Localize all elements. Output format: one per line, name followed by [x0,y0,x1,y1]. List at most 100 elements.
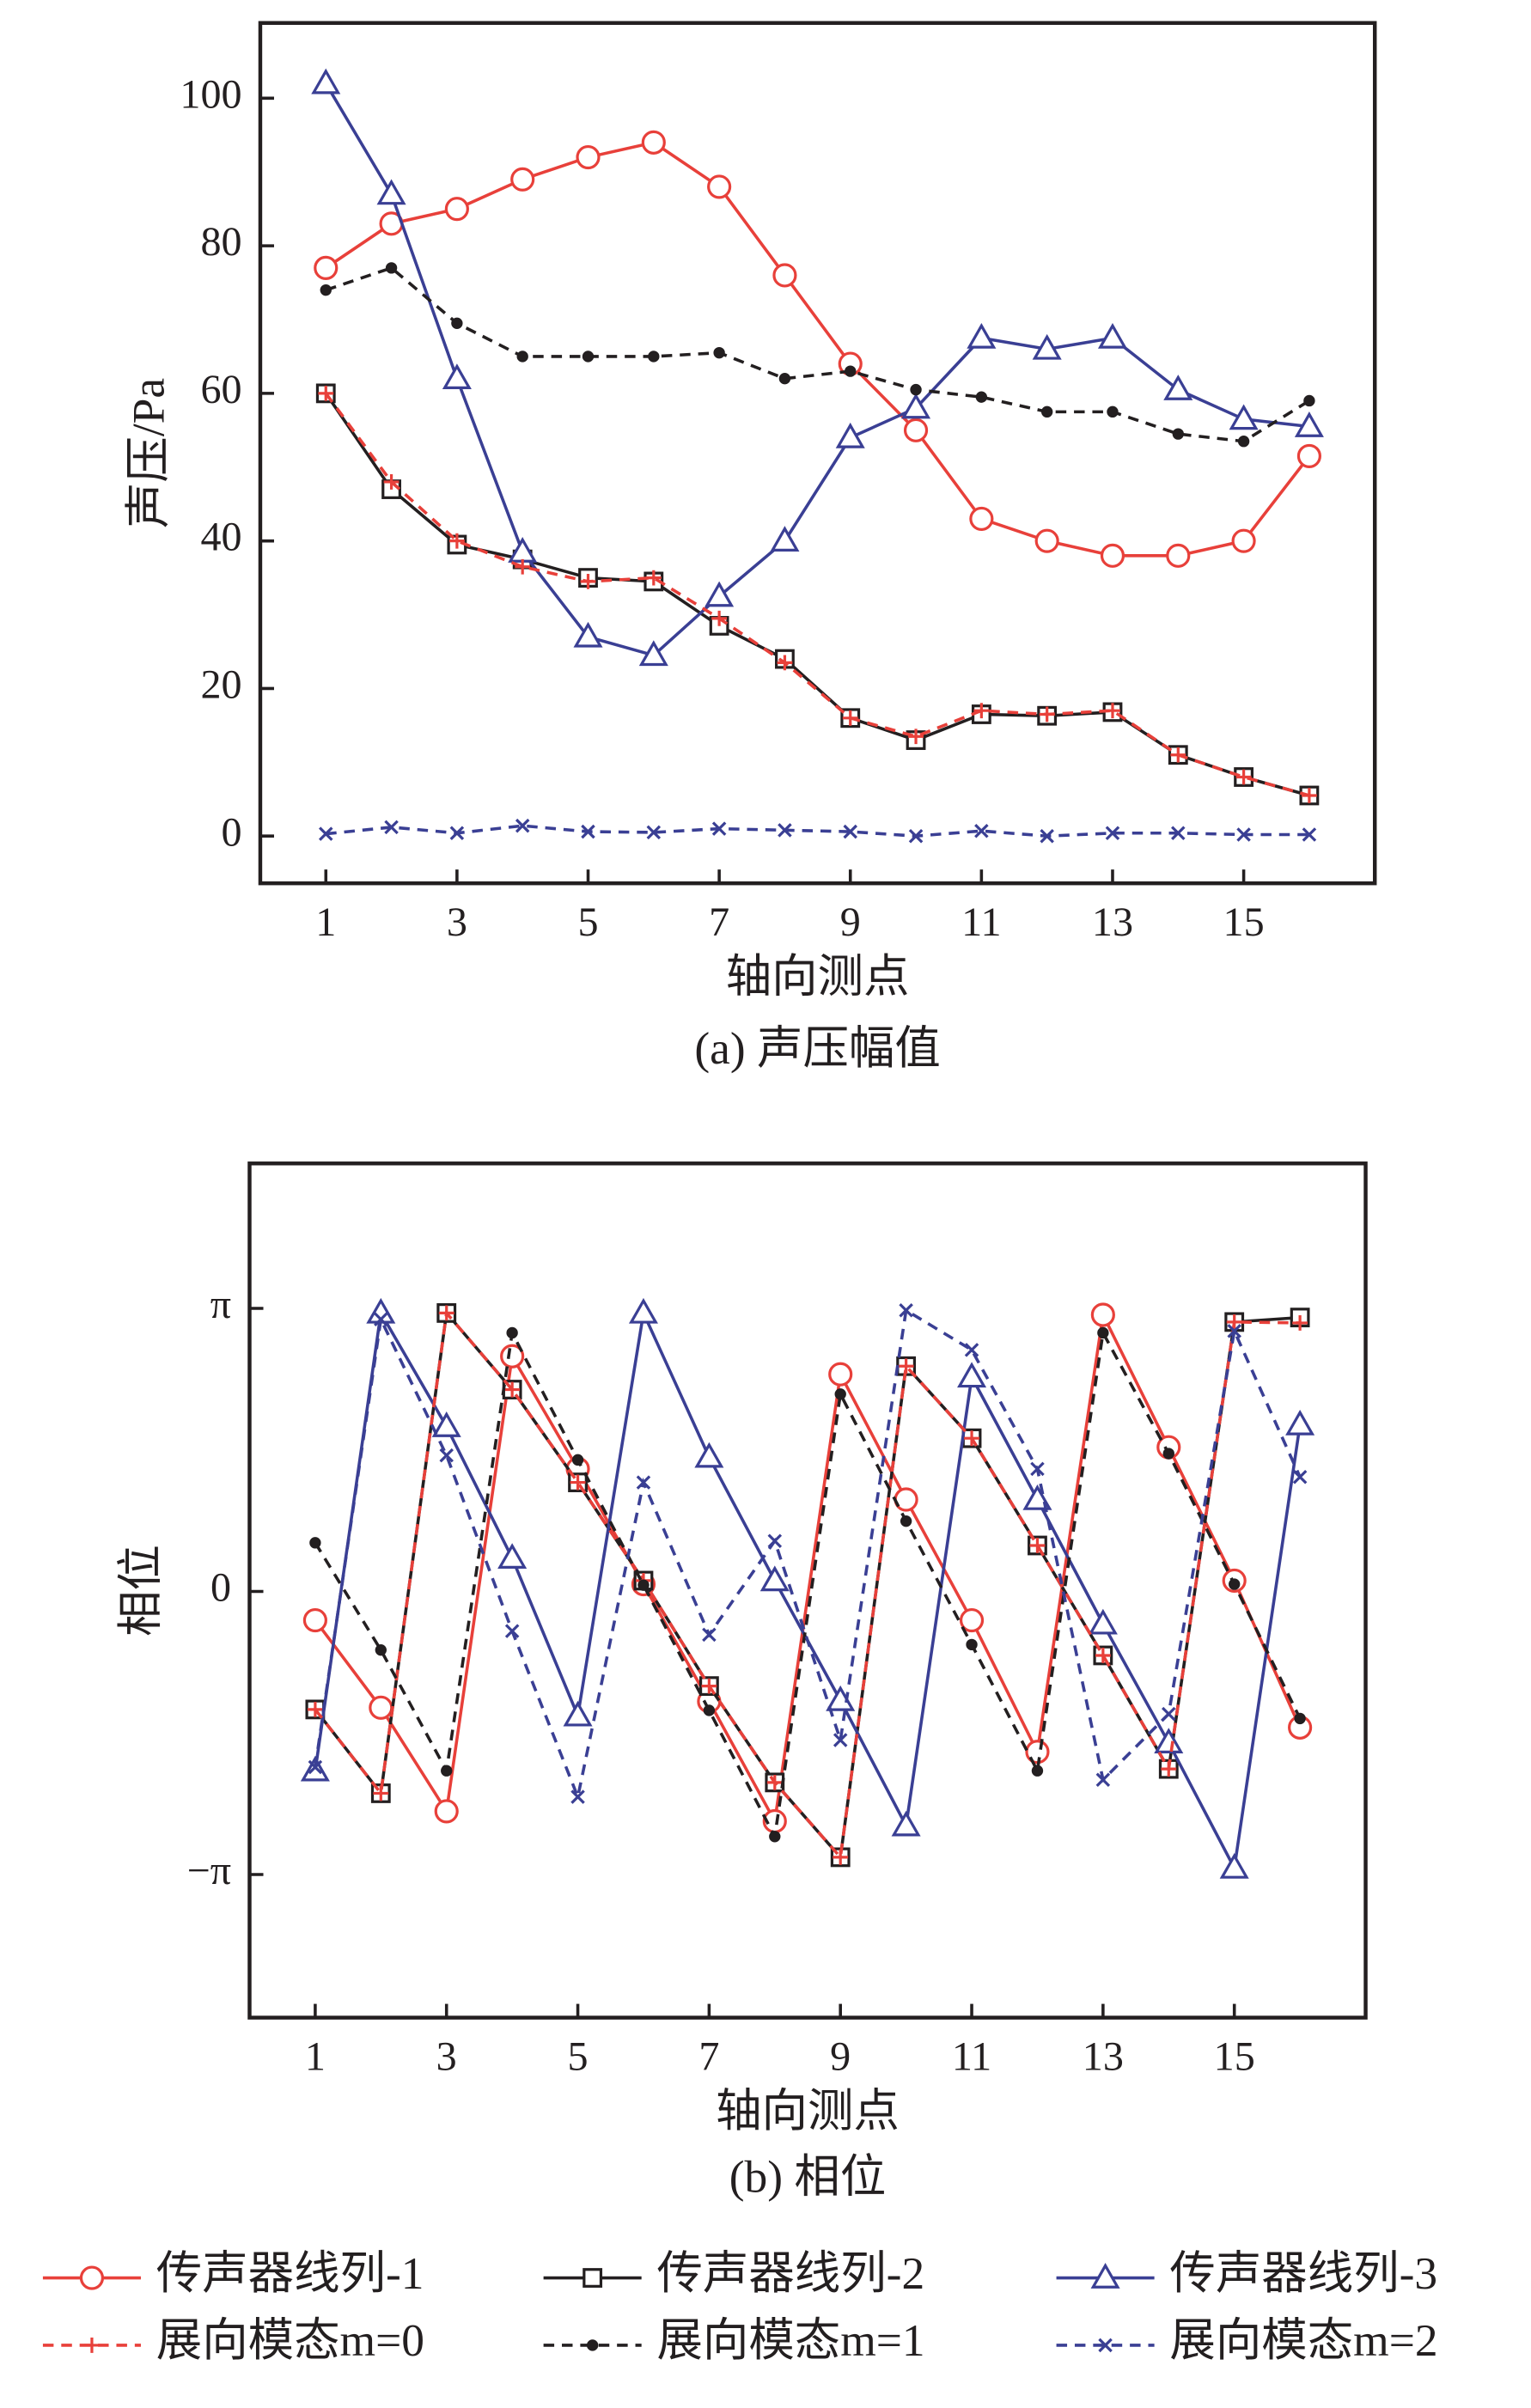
marker [376,179,406,205]
marker [319,826,333,841]
marker [908,728,924,745]
y-axis-label: 声压/Pa [122,378,174,528]
marker [770,526,800,552]
series-line [314,1308,1302,1802]
marker [638,640,668,667]
marker [320,283,332,296]
marker [307,1701,323,1717]
marker [1235,769,1252,785]
marker [1040,828,1054,844]
marker [1229,1578,1241,1590]
marker [586,2339,599,2351]
y-tick-label: 40 [200,515,241,560]
marker [1090,2263,1120,2289]
marker [833,1733,848,1747]
x-tick-label: 9 [830,2034,851,2080]
marker [449,826,465,841]
marker [302,1607,327,1633]
series-line [326,824,1309,838]
marker [582,351,595,363]
plot-frame [258,21,1377,886]
marker [1040,405,1053,418]
y-tick-label: 100 [180,71,241,117]
marker [570,1474,586,1491]
marker [1161,1761,1177,1777]
marker [438,1305,454,1321]
marker [1303,394,1315,407]
marker [384,820,399,835]
x-tick-label: 7 [709,899,729,945]
marker [843,824,858,839]
marker [969,506,994,531]
marker [500,1344,525,1369]
marker [1031,1765,1044,1777]
x-tick-label: 9 [840,899,861,945]
marker [910,383,922,396]
marker [894,1487,918,1512]
y-axis-label: 相位 [115,1545,167,1637]
marker [826,1685,856,1711]
marker [1100,543,1125,568]
x-tick-label: 3 [447,899,467,945]
marker [898,1358,914,1375]
marker [1098,2338,1113,2353]
marker [506,1326,518,1339]
marker [1229,404,1259,430]
marker [901,393,931,419]
marker [1231,528,1256,553]
marker [1034,528,1059,553]
marker [580,573,596,589]
marker [1097,1326,1109,1339]
marker [1030,1461,1045,1477]
marker [309,1537,321,1549]
marker [908,828,924,844]
x-tick-label: 15 [1214,2034,1255,2080]
x-tick-label: 5 [568,2034,589,2080]
marker [571,1454,584,1466]
marker [573,621,603,648]
marker [515,818,530,833]
legend-label: 传声器线列-2 [656,2247,924,2299]
marker [769,1831,781,1843]
series-line [314,1309,1302,1826]
marker [1166,543,1191,568]
marker [637,1579,650,1591]
legend-label: 展向模态m=0 [156,2314,424,2366]
marker [434,1799,459,1824]
marker [772,263,797,288]
legend-marker [586,2339,599,2351]
marker [778,373,791,385]
marker [510,167,535,192]
marker [515,558,531,575]
marker [84,2338,100,2353]
marker [959,1607,985,1633]
series-line [314,1309,1301,1862]
marker [1105,703,1120,719]
marker [1039,706,1055,722]
marker [1301,788,1317,803]
marker [641,130,666,155]
x-tick-label: 7 [698,2034,719,2080]
marker [1162,1706,1176,1722]
x-tick-label: 11 [952,2034,991,2080]
marker [903,418,929,442]
marker [964,1343,979,1357]
legend-label: 传声器线列-1 [156,2247,424,2299]
marker [702,1627,717,1643]
legend-label: 传声器线列-3 [1169,2247,1437,2299]
marker [1237,436,1250,448]
marker [1170,747,1186,763]
marker [900,1515,912,1527]
marker [1095,1772,1111,1787]
marker [1236,827,1251,842]
marker [441,1765,453,1777]
marker [636,1475,651,1490]
marker [707,174,732,199]
y-tick-label: 0 [210,1565,231,1611]
marker [516,351,528,363]
marker [1292,1470,1308,1484]
marker [967,322,997,349]
marker [369,1695,393,1720]
marker [79,2265,105,2290]
